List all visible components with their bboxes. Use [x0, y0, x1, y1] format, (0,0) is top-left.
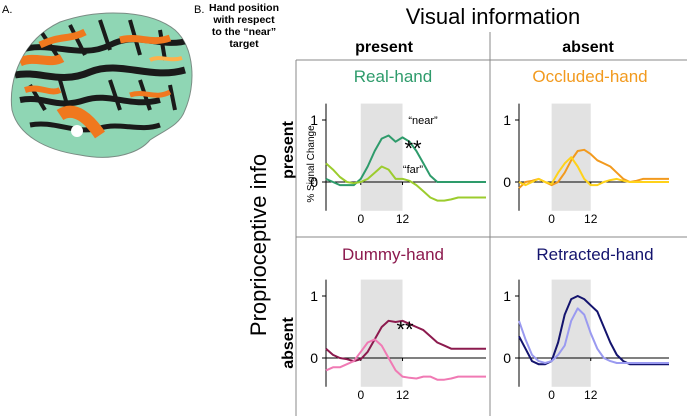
y-tick-label: 1 — [310, 288, 318, 304]
y-tick-label: 0 — [310, 350, 318, 366]
caption-line: with respect — [212, 14, 275, 26]
chart-dummy-hand: Dummy-hand 0 1 0 12 ** — [310, 245, 486, 402]
row-header-present: present — [280, 120, 297, 178]
target-marker — [71, 125, 83, 137]
x-tick-label: 0 — [357, 212, 364, 226]
y-tick-label: 1 — [310, 112, 318, 128]
stimulus-window — [360, 103, 403, 211]
series-line — [518, 156, 669, 187]
significance-marker: ** — [404, 136, 422, 161]
stimulus-window — [551, 279, 591, 387]
x-tick-label: 0 — [548, 388, 555, 402]
chart-occluded-hand: Occluded-hand 0 1 0 12 — [503, 67, 669, 226]
series-line — [325, 162, 486, 202]
series-line — [325, 134, 486, 187]
x-tick-label: 0 — [548, 212, 555, 226]
y-tick-label: 0 — [503, 174, 511, 190]
caption-line: target — [229, 38, 259, 50]
x-tick-label: 12 — [584, 388, 598, 402]
significance-marker: ** — [396, 317, 414, 342]
chart-real-hand: Real-hand 0 1 0 12 % Signal Change ** “near” “fa… — [306, 67, 486, 226]
panel-b-label: B. — [194, 4, 204, 16]
near-annotation: “near” — [408, 115, 438, 127]
chart-title: Occluded-hand — [532, 67, 647, 86]
series-line — [518, 307, 669, 364]
chart-title: Real-hand — [354, 67, 432, 86]
x-tick-label: 12 — [396, 212, 410, 226]
row-header-absent: absent — [280, 317, 297, 369]
caption-line: to the “near” — [212, 26, 276, 38]
y-axis-label: % Signal Change — [306, 125, 317, 203]
y-tick-label: 1 — [503, 288, 511, 304]
col-header-absent: absent — [562, 39, 614, 56]
chart-retracted-hand: Retracted-hand 0 1 0 12 — [503, 245, 669, 402]
series-line — [325, 338, 486, 381]
chart-title: Retracted-hand — [536, 245, 653, 264]
y-tick-label: 1 — [503, 112, 511, 128]
col-header-present: present — [355, 39, 413, 56]
panel-a-label: A. — [2, 4, 12, 16]
x-tick-label: 12 — [396, 388, 410, 402]
x-tick-label: 12 — [584, 212, 598, 226]
chart-title: Dummy-hand — [342, 245, 444, 264]
x-tick-label: 0 — [357, 388, 364, 402]
brain-surface-image — [10, 12, 193, 158]
visual-info-title: Visual information — [406, 4, 580, 29]
y-tick-label: 0 — [503, 350, 511, 366]
y-tick-label: 0 — [310, 174, 318, 190]
far-annotation: “far” — [403, 164, 424, 176]
caption-line: Hand position — [209, 2, 279, 14]
series-line — [518, 295, 669, 366]
proprioceptive-info-title: Proprioceptive info — [246, 154, 271, 336]
hand-position-caption: Hand position with respect to the “near”… — [209, 2, 279, 50]
